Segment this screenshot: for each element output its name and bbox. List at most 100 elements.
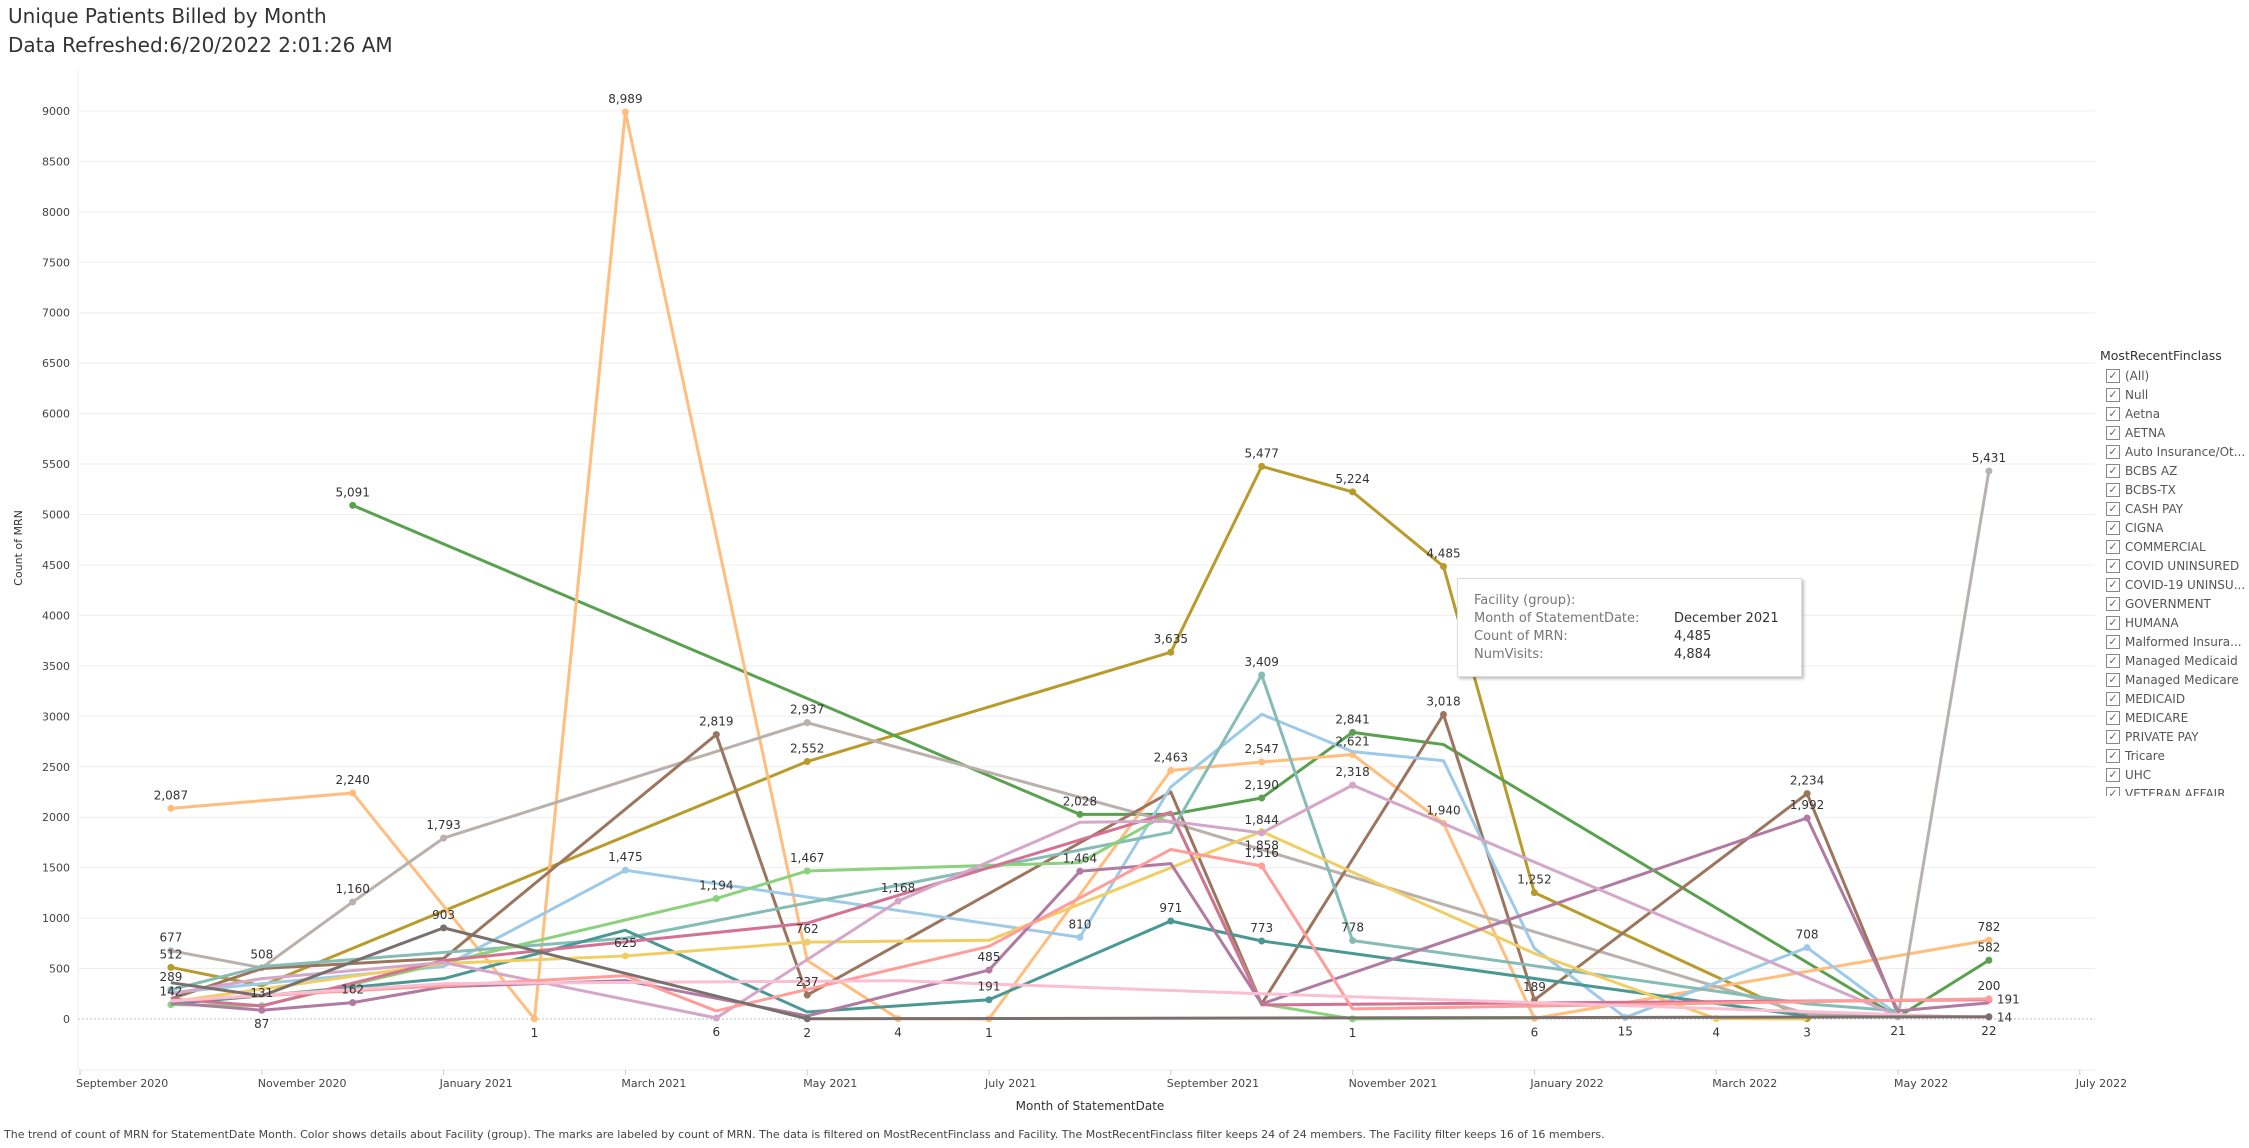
data-label: 782 [1977, 920, 2000, 934]
filter-option[interactable]: ✓ COVID UNINSURED [2100, 556, 2249, 575]
filter-option[interactable]: ✓ CASH PAY [2100, 499, 2249, 518]
checkbox-checked-icon[interactable]: ✓ [2106, 653, 2120, 668]
data-label: 3 [1803, 1026, 1811, 1040]
x-tick-label: May 2021 [803, 1077, 857, 1090]
tooltip-row-visits: NumVisits: 4,884 [1474, 647, 1712, 662]
data-label: 1,168 [881, 881, 915, 895]
x-tick-label: January 2021 [439, 1077, 513, 1090]
checkbox-checked-icon[interactable]: ✓ [2106, 615, 2120, 630]
checkbox-checked-icon[interactable]: ✓ [2106, 501, 2120, 516]
filter-option[interactable]: ✓ Aetna [2100, 404, 2249, 423]
data-point [1167, 917, 1175, 925]
filter-option-label: Managed Medicare [2125, 672, 2239, 687]
x-tick-label: July 2022 [2075, 1077, 2127, 1090]
filter-option[interactable]: ✓ Null [2100, 385, 2249, 404]
tooltip-row-count: Count of MRN: 4,485 [1474, 629, 1712, 644]
filter-option[interactable]: ✓ COVID-19 UNINSU... [2100, 575, 2249, 594]
data-point [440, 834, 448, 842]
checkbox-checked-icon[interactable]: ✓ [2106, 539, 2120, 554]
data-label: 1,858 [1245, 839, 1279, 853]
data-label: 191 [1997, 993, 2020, 1007]
checkbox-checked-icon[interactable]: ✓ [2106, 710, 2120, 725]
data-point [712, 895, 720, 903]
checkbox-checked-icon[interactable]: ✓ [2106, 729, 2120, 744]
filter-option[interactable]: ✓ Auto Insurance/Ot... [2100, 442, 2249, 461]
data-point [1985, 936, 1993, 944]
filter-option[interactable]: ✓ Managed Medicare [2100, 670, 2249, 689]
checkbox-checked-icon[interactable]: ✓ [2106, 520, 2120, 535]
checkbox-checked-icon[interactable]: ✓ [2106, 577, 2120, 592]
filter-option-label: VETERAN AFFAIR... [2125, 786, 2237, 797]
data-label: 87 [254, 1017, 269, 1031]
filter-option[interactable]: ✓ UHC [2100, 765, 2249, 784]
y-tick-label: 6000 [42, 408, 70, 421]
checkbox-checked-icon[interactable]: ✓ [2106, 691, 2120, 706]
checkbox-checked-icon[interactable]: ✓ [2106, 482, 2120, 497]
data-point [803, 867, 811, 875]
data-label: 2,621 [1335, 735, 1369, 749]
data-point [167, 963, 175, 971]
filter-option[interactable]: ✓ BCBS-TX [2100, 480, 2249, 499]
series-2 [167, 108, 1993, 1023]
data-point [1440, 562, 1447, 570]
data-label: 191 [978, 980, 1001, 994]
data-label: 1,844 [1245, 813, 1279, 827]
filter-option[interactable]: ✓ (All) [2100, 366, 2249, 385]
data-label: 778 [1341, 920, 1364, 934]
filter-option-label: GOVERNMENT [2125, 596, 2211, 611]
checkbox-checked-icon[interactable]: ✓ [2106, 748, 2120, 763]
data-label: 14 [1997, 1011, 2012, 1025]
data-label: 2,463 [1154, 750, 1188, 764]
series-line [352, 503, 1990, 1019]
data-point [803, 719, 811, 727]
filter-option[interactable]: ✓ HUMANA [2100, 613, 2249, 632]
checkbox-checked-icon[interactable]: ✓ [2106, 425, 2120, 440]
filter-option[interactable]: ✓ Malformed Insura... [2100, 632, 2249, 651]
finclass-filter: MostRecentFinclass ✓ (All) ✓ Null ✓ Aetna ✓ AET… [2100, 348, 2249, 796]
checkbox-checked-icon[interactable]: ✓ [2106, 444, 2120, 459]
data-label: 15 [1618, 1024, 1633, 1038]
checkbox-checked-icon[interactable]: ✓ [2106, 634, 2120, 649]
data-label: 131 [250, 986, 273, 1000]
data-labels: 512 2,552 3,635 5,477 5,224 4,485 1,252 3 5,091 2… [154, 92, 2020, 1040]
series-0 [167, 462, 1811, 1023]
filter-option[interactable]: ✓ GOVERNMENT [2100, 594, 2249, 613]
data-point [1349, 728, 1357, 736]
filter-option[interactable]: ✓ COMMERCIAL [2100, 537, 2249, 556]
checkbox-checked-icon[interactable]: ✓ [2106, 596, 2120, 611]
filter-option[interactable]: ✓ MEDICAID [2100, 689, 2249, 708]
filter-option[interactable]: ✓ CIGNA [2100, 518, 2249, 537]
data-label: 5,477 [1245, 446, 1279, 460]
data-label: 2,240 [336, 773, 370, 787]
data-point [621, 952, 629, 960]
filter-option-label: MEDICAID [2125, 691, 2186, 706]
filter-option-label: (All) [2125, 368, 2150, 383]
data-label: 2,234 [1790, 774, 1824, 788]
series-line [170, 979, 1989, 1020]
data-label: 971 [1159, 901, 1182, 915]
checkbox-checked-icon[interactable]: ✓ [2106, 558, 2120, 573]
checkbox-checked-icon[interactable]: ✓ [2106, 387, 2120, 402]
checkbox-checked-icon[interactable]: ✓ [2106, 463, 2120, 478]
data-label: 2 [803, 1026, 811, 1040]
filter-option[interactable]: ✓ AETNA [2100, 423, 2249, 442]
checkbox-checked-icon[interactable]: ✓ [2106, 406, 2120, 421]
data-point [531, 1015, 538, 1023]
filter-option[interactable]: ✓ VETERAN AFFAIR... [2100, 784, 2249, 796]
filter-option-label: MEDICARE [2125, 710, 2189, 725]
filter-option[interactable]: ✓ MEDICARE [2100, 708, 2249, 727]
checkbox-checked-icon[interactable]: ✓ [2106, 672, 2120, 687]
series-line [170, 830, 1808, 1021]
filter-option[interactable]: ✓ Tricare [2100, 746, 2249, 765]
filter-option[interactable]: ✓ Managed Medicaid [2100, 651, 2249, 670]
chart-caption: The trend of count of MRN for StatementD… [4, 1128, 1605, 1141]
data-label: 22 [1981, 1024, 1996, 1038]
series-line [170, 783, 1899, 1020]
filter-option[interactable]: ✓ PRIVATE PAY [2100, 727, 2249, 746]
checkbox-checked-icon[interactable]: ✓ [2106, 767, 2120, 782]
checkbox-checked-icon[interactable]: ✓ [2106, 368, 2120, 383]
checkbox-checked-icon[interactable]: ✓ [2106, 786, 2120, 796]
data-point [1349, 936, 1357, 944]
filter-option[interactable]: ✓ BCBS AZ [2100, 461, 2249, 480]
data-point [1803, 790, 1811, 798]
